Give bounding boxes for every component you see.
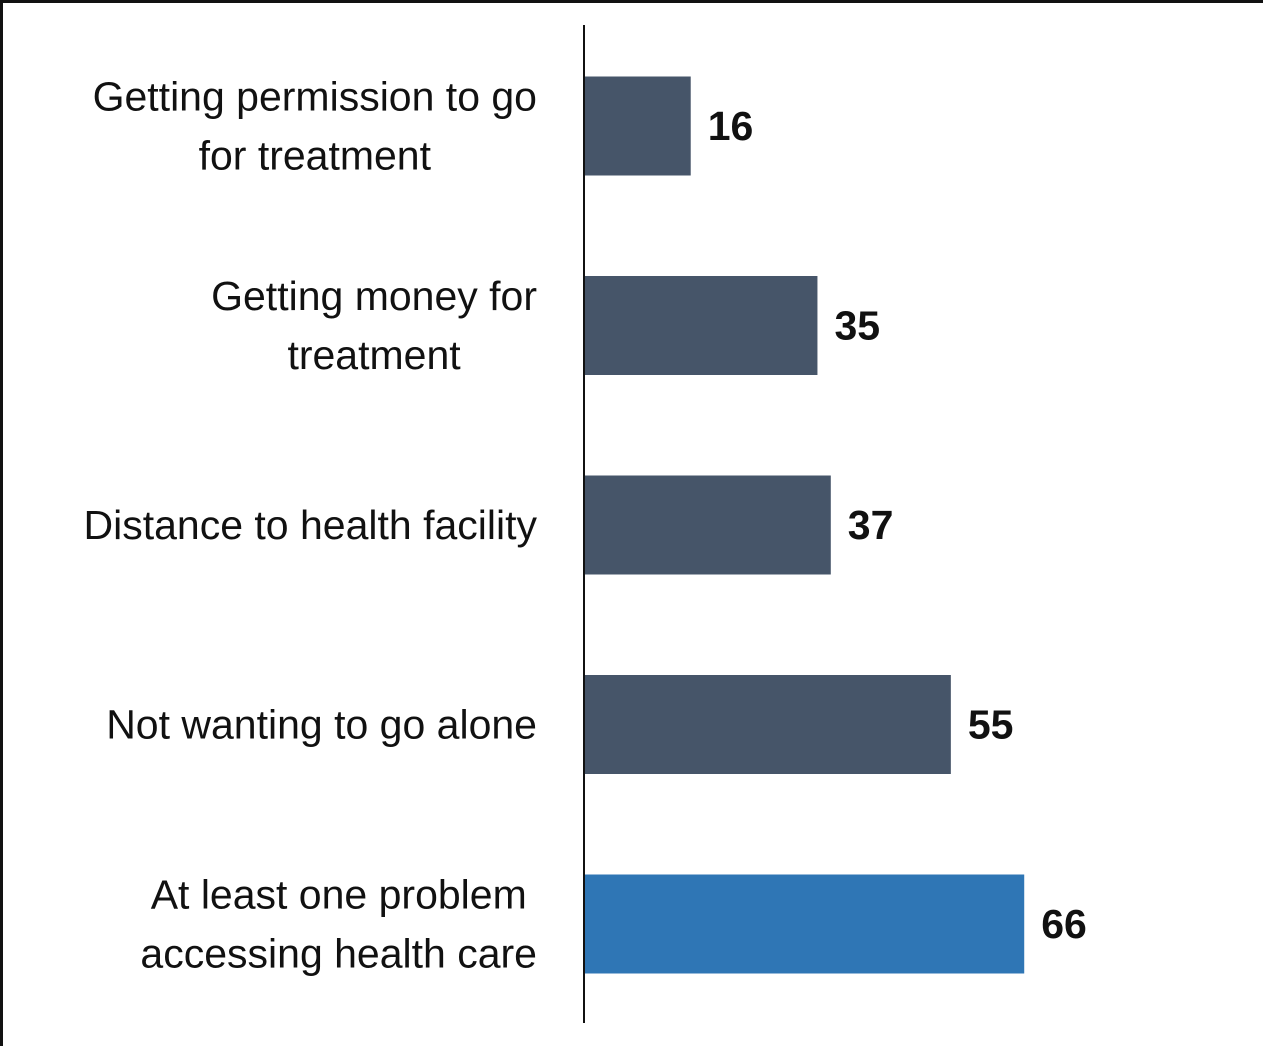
category-label-line: treatment — [287, 332, 461, 378]
category-label-line: At least one problem — [151, 872, 527, 918]
category-label-4: Not wanting to go alone — [106, 702, 537, 748]
category-labels-group: Getting permission to go for treatmentGet… — [83, 74, 537, 977]
bar-chart: Getting permission to go for treatmentGet… — [83, 25, 1087, 1023]
bar-4 — [584, 675, 951, 774]
category-label-line: Distance to health facility — [83, 502, 537, 548]
bars-group — [584, 76, 1025, 974]
category-label-2: Getting money for treatment — [211, 273, 537, 378]
value-label-3: 37 — [848, 502, 894, 548]
bar-5 — [584, 874, 1025, 974]
value-label-5: 66 — [1041, 901, 1087, 947]
bar-1 — [584, 76, 691, 176]
category-label-line: Not wanting to go alone — [106, 702, 537, 748]
category-label-line: for treatment — [199, 133, 432, 179]
category-label-1: Getting permission to go for treatment — [93, 74, 537, 179]
bar-2 — [584, 276, 818, 375]
category-label-line: Getting permission to go — [93, 74, 537, 120]
bar-3 — [584, 475, 831, 575]
value-label-2: 35 — [834, 303, 880, 349]
value-label-4: 55 — [968, 702, 1014, 748]
value-label-1: 16 — [708, 103, 754, 149]
category-label-5: At least one problem accessing health car… — [140, 872, 537, 977]
category-label-line: accessing health care — [140, 931, 537, 977]
category-label-line: Getting money for — [211, 273, 537, 319]
value-labels-group: 16 35 37 55 66 — [708, 103, 1087, 947]
category-label-3: Distance to health facility — [83, 502, 537, 548]
